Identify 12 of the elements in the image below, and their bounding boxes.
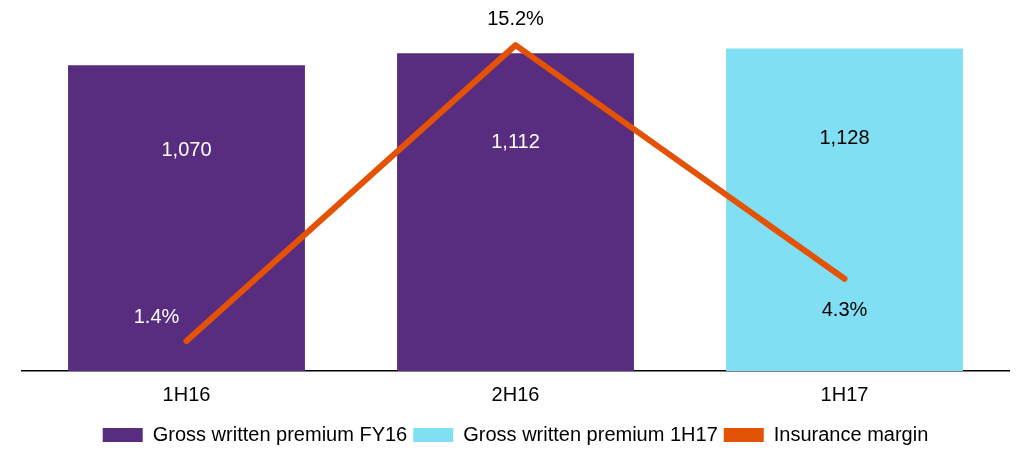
- data-label: 15.2%: [487, 6, 545, 29]
- data-label: 1.4%: [133, 304, 180, 327]
- data-label: 4.3%: [821, 298, 868, 321]
- x-tick-label: 1H16: [162, 382, 211, 405]
- x-tick-label: 2H16: [491, 382, 540, 405]
- data-label: 1,070: [161, 138, 212, 161]
- legend-label: Insurance margin: [773, 422, 929, 445]
- data-label: 1,112: [491, 129, 540, 152]
- x-tick-label: 1H17: [820, 382, 869, 405]
- data-label: 1,128: [819, 126, 870, 149]
- legend-label: Gross written premium 1H17: [463, 422, 718, 445]
- legend-label: Gross written premium FY16: [152, 422, 408, 445]
